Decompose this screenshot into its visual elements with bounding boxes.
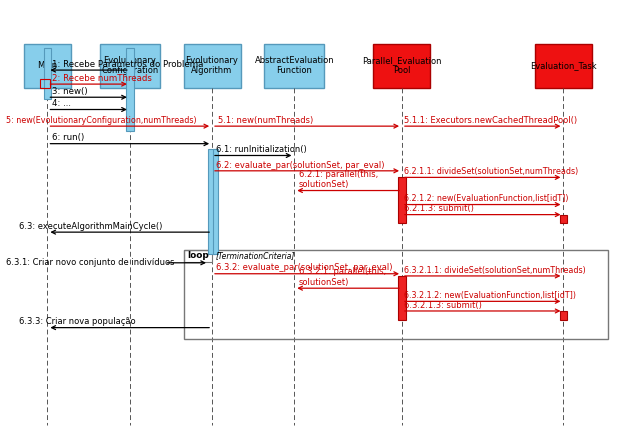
Text: loop: loop xyxy=(187,251,209,260)
Text: 6.3.1: Criar novo conjunto de indivíduos: 6.3.1: Criar novo conjunto de indivíduos xyxy=(6,258,175,267)
Text: 6.2.1.1: divideSet(solutionSet,numThreads): 6.2.1.1: divideSet(solutionSet,numThread… xyxy=(404,167,578,176)
Text: 6.2.1.3: submit(): 6.2.1.3: submit() xyxy=(404,204,473,213)
Text: 6.3.2: evaluate_par(solutionSet, par_eval): 6.3.2: evaluate_par(solutionSet, par_eva… xyxy=(216,263,393,272)
Bar xyxy=(184,250,212,262)
Bar xyxy=(398,276,406,320)
Bar xyxy=(184,44,241,88)
Bar xyxy=(40,79,50,88)
Text: Evolutionary
Configuration: Evolutionary Configuration xyxy=(101,56,158,75)
Text: 6.2.1.2: new(EvaluationFunction,list[idT]): 6.2.1.2: new(EvaluationFunction,list[idT… xyxy=(404,194,568,203)
Bar xyxy=(126,48,134,131)
Text: 6.3.2.1.1: divideSet(solutionSet,numThreads): 6.3.2.1.1: divideSet(solutionSet,numThre… xyxy=(404,265,586,275)
Text: 4: ...: 4: ... xyxy=(52,99,71,108)
Text: [TerminationCriteria]: [TerminationCriteria] xyxy=(215,251,294,260)
Bar xyxy=(398,177,406,223)
Text: 6: run(): 6: run() xyxy=(52,133,84,142)
Text: 5: new(EvolutionaryConfiguration,numThreads): 5: new(EvolutionaryConfiguration,numThre… xyxy=(6,116,197,125)
Bar xyxy=(24,44,71,88)
Text: 5.1.1: Executors.newCachedThreadPool(): 5.1.1: Executors.newCachedThreadPool() xyxy=(404,116,577,125)
Text: AbstractEvaluation
Function: AbstractEvaluation Function xyxy=(254,56,334,75)
Text: 6.2.1: parallel(this,
solutionSet): 6.2.1: parallel(this, solutionSet) xyxy=(299,170,378,189)
Text: 6.1: runInitialization(): 6.1: runInitialization() xyxy=(216,145,307,154)
Text: 6.3.2.1: parallel(this,
solutionSet): 6.3.2.1: parallel(this, solutionSet) xyxy=(299,268,386,287)
Text: Parallel_Evaluation
Pool: Parallel_Evaluation Pool xyxy=(362,56,442,75)
Bar xyxy=(560,215,567,223)
Text: 1: Recebe Parâmetros do Problema: 1: Recebe Parâmetros do Problema xyxy=(52,60,203,69)
Bar xyxy=(213,149,218,254)
Bar xyxy=(184,250,608,339)
Bar xyxy=(373,44,430,88)
Bar xyxy=(265,44,325,88)
Text: 2: Recebe numThreads: 2: Recebe numThreads xyxy=(52,74,152,83)
Text: 6.3.2.1.3: submit(): 6.3.2.1.3: submit() xyxy=(404,300,482,310)
Text: 6.3.3: Criar nova população: 6.3.3: Criar nova população xyxy=(19,317,135,326)
Bar xyxy=(535,44,592,88)
Text: 3: new(): 3: new() xyxy=(52,87,87,96)
Text: Evaluation_Task: Evaluation_Task xyxy=(530,61,597,70)
Bar xyxy=(44,48,51,99)
Bar xyxy=(560,311,567,320)
Bar xyxy=(208,149,216,254)
Bar xyxy=(99,44,160,88)
Text: 5.1: new(numThreads): 5.1: new(numThreads) xyxy=(218,116,313,125)
Text: Evolutionary
Algorithm: Evolutionary Algorithm xyxy=(185,56,239,75)
Text: Main: Main xyxy=(37,61,58,70)
Text: 6.2: evaluate_par(solutionSet, par_eval): 6.2: evaluate_par(solutionSet, par_eval) xyxy=(216,160,385,170)
Text: 6.3.2.1.2: new(EvaluationFunction,list[idT]): 6.3.2.1.2: new(EvaluationFunction,list[i… xyxy=(404,291,576,300)
Text: 6.3: executeAlgorithmMainCycle(): 6.3: executeAlgorithmMainCycle() xyxy=(19,222,163,231)
